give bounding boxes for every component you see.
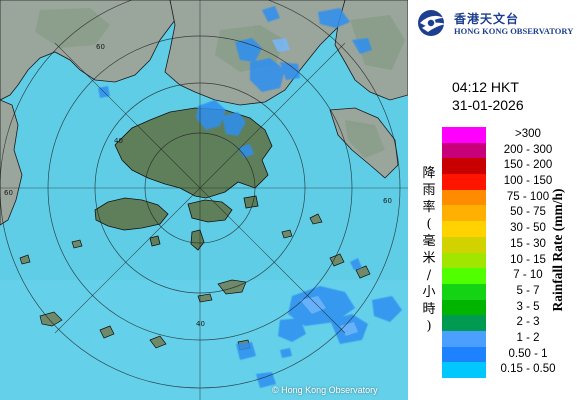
island-east-1: [243, 195, 259, 209]
range-ring-label-60: 60: [96, 43, 105, 51]
legend-swatch: [442, 236, 486, 253]
legend-swatch: [442, 330, 486, 347]
rain-echo: [196, 100, 226, 130]
legend-swatch: [442, 362, 486, 378]
rain-echo: [250, 58, 285, 92]
rain-echo: [262, 6, 280, 22]
range-ring-label-40: 40: [114, 137, 123, 145]
rain-echo: [350, 258, 362, 270]
legend-label: 5 - 7: [516, 284, 540, 297]
legend-label: 0.50 - 1: [508, 347, 548, 360]
rain-echo: [222, 112, 246, 136]
radial-lines: [0, 0, 408, 400]
legend-swatch: [442, 299, 486, 316]
legend-unit-chinese: 降雨率(毫米 / 小時): [422, 166, 436, 334]
legend-label: 7 - 10: [513, 269, 543, 282]
logo-name-english: HONG KONG OBSERVATORY: [454, 26, 574, 36]
copyright-notice: © Hong Kong Observatory: [272, 385, 378, 395]
legend-label: 2 - 3: [516, 316, 540, 329]
lamma-island: [190, 229, 205, 251]
radar-map-canvas: 40 60 60 40 60: [0, 0, 408, 400]
legend-label: 0.15 - 0.50: [500, 363, 556, 376]
lantau-island: [94, 197, 169, 231]
legend-swatch: [442, 142, 486, 159]
legend-swatch: [442, 268, 486, 284]
legend-label: 75 - 100: [506, 190, 550, 203]
legend-swatch: [442, 158, 486, 175]
rain-echo: [280, 62, 300, 80]
rain-echo: [256, 372, 276, 388]
legend-label: 100 - 150: [503, 175, 553, 188]
rain-echo: [278, 318, 306, 342]
legend-label: 10 - 15: [510, 253, 546, 266]
legend-unit-english: Rainfall Rate (mm/h): [550, 188, 565, 312]
legend-labels: >300 200 - 300 150 - 200 100 - 150 75 - 100 5…: [487, 127, 569, 378]
legend-swatches: [442, 127, 486, 378]
legend-label: 150 - 200: [503, 159, 553, 172]
side-panel: 香港天文台 HONG KONG OBSERVATORY 04:12 HKT 31…: [408, 0, 577, 400]
legend-swatch: [442, 252, 486, 269]
legend-label: 1 - 2: [516, 331, 540, 344]
legend-swatch: [442, 283, 486, 300]
legend-swatch: [442, 127, 486, 143]
legend-swatch: [442, 221, 486, 237]
observation-date: 31-01-2026: [452, 97, 524, 113]
legend-label: 15 - 30: [510, 237, 546, 250]
land-west-coast: [0, 99, 23, 226]
rain-echo: [372, 296, 402, 322]
rain-echo: [352, 38, 372, 54]
range-ring-label-60-west: 60: [4, 189, 13, 197]
cheung-chau: [149, 235, 161, 247]
legend-swatch: [442, 315, 486, 331]
range-ring-label-60-east: 60: [383, 197, 392, 205]
hong-kong-observatory-logo-icon: [418, 10, 446, 36]
rain-echo: [300, 296, 326, 314]
range-ring-label-40-south: 40: [196, 320, 205, 328]
logo-name-chinese: 香港天文台: [454, 12, 520, 26]
rain-echo: [238, 144, 254, 158]
legend-swatch: [442, 346, 486, 363]
legend-label: 50 - 75: [510, 206, 546, 219]
rain-echo: [280, 348, 292, 358]
rain-echo: [272, 38, 290, 52]
observation-time: 04:12 HKT: [452, 79, 519, 95]
outlying-islands: [19, 213, 371, 351]
rain-echo: [318, 8, 350, 28]
legend-swatch: [442, 205, 486, 222]
range-ring-labels: 40 60 60 40 60: [4, 43, 392, 328]
rain-echo: [236, 342, 256, 360]
legend-label: >300: [515, 128, 541, 140]
hong-kong-island: [187, 199, 233, 223]
legend-swatch: [442, 174, 486, 190]
legend-label: 3 - 5: [516, 300, 540, 313]
rain-echo: [235, 38, 262, 62]
radar-map: 40 60 60 40 60 © Hong Kong Observatory: [0, 0, 408, 400]
legend-label: 30 - 50: [510, 222, 546, 235]
legend-label: 200 - 300: [503, 143, 553, 156]
legend-swatch: [442, 189, 486, 206]
